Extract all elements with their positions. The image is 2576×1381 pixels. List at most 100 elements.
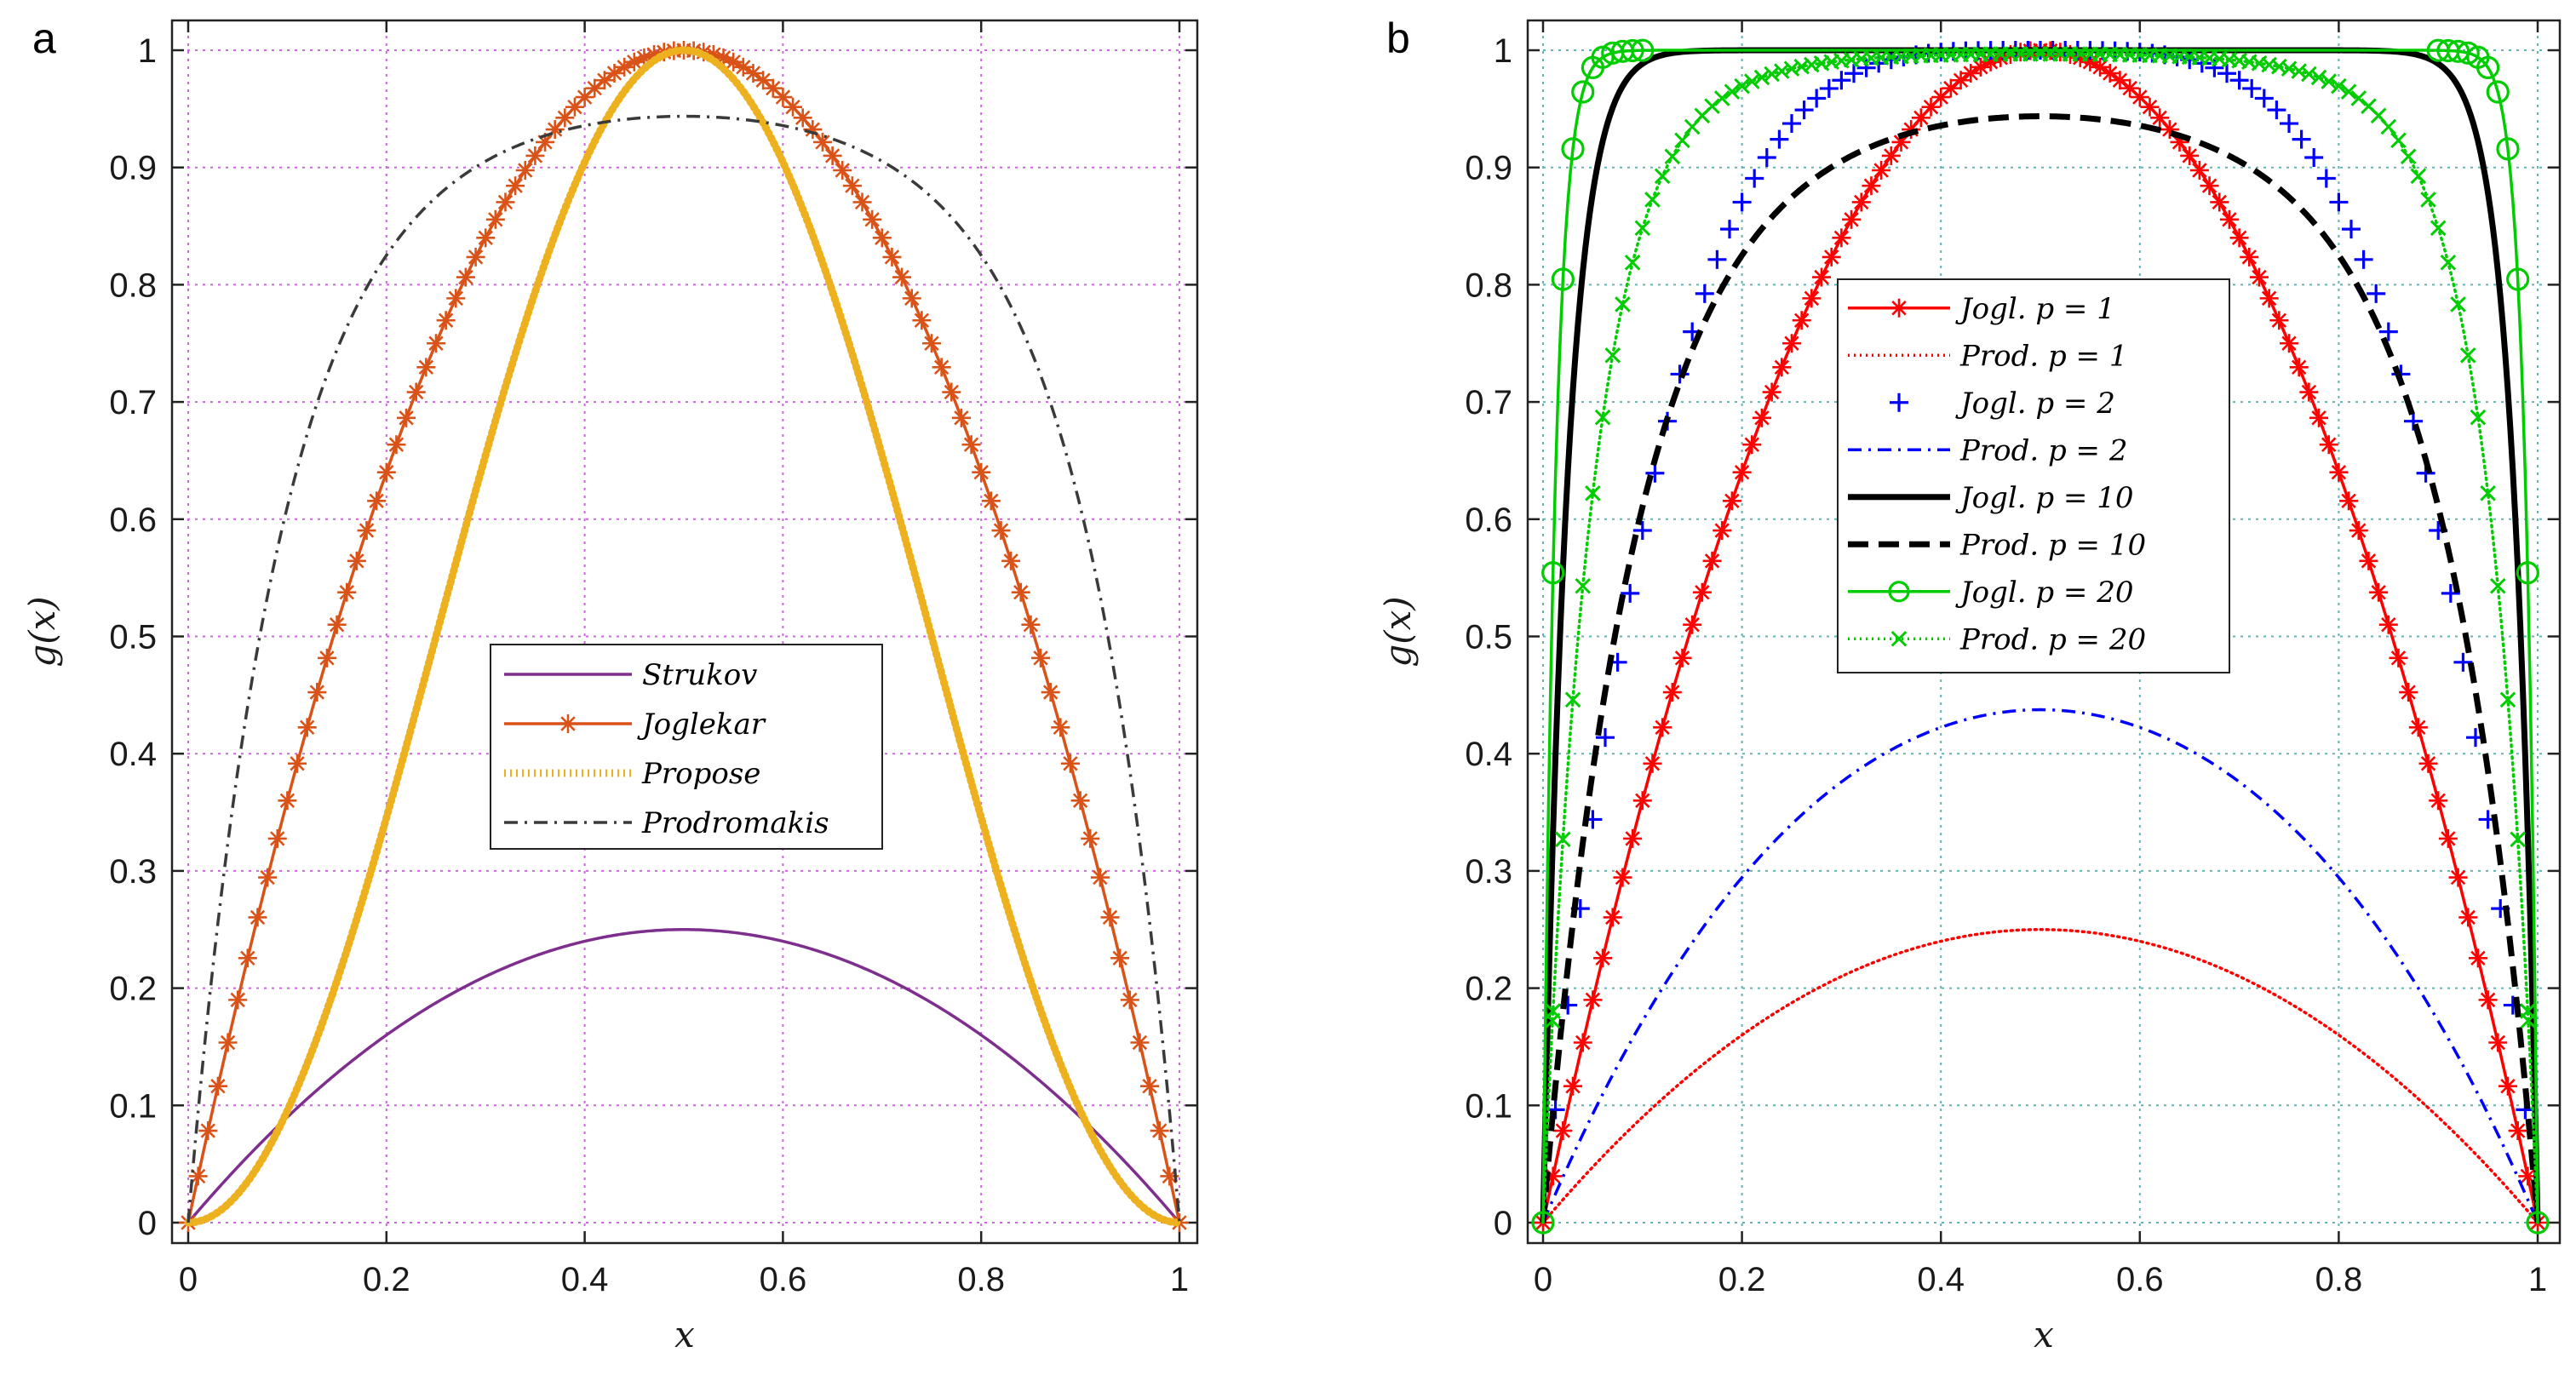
series-jogl-p-1-marker xyxy=(2319,435,2338,455)
series-jogl-p-2-marker xyxy=(1832,71,1851,90)
series-joglekar-marker xyxy=(476,228,496,248)
series-joglekar-marker xyxy=(981,491,1001,511)
series-prod-p-20-marker xyxy=(2480,484,2496,501)
series-jogl-p-1-marker xyxy=(1563,1076,1583,1096)
series-jogl-p-2-marker xyxy=(1720,220,1739,239)
series-joglekar-marker xyxy=(397,408,416,427)
series-prod-p-20-marker xyxy=(1604,347,1621,364)
series-jogl-p-1-marker xyxy=(1623,828,1643,848)
series-prod-p-20-marker xyxy=(2430,220,2447,237)
y-tick-label: 1 xyxy=(138,32,157,70)
series-strukov-line xyxy=(186,928,1181,1224)
legend-entry-jogl-p-2: Jogl. p = 2 xyxy=(1890,387,2115,421)
series-jogl-p-1-marker xyxy=(2458,908,2478,927)
series-prod-p-20-marker xyxy=(2321,73,2338,89)
series-jogl-p-20-marker xyxy=(1531,1211,1555,1235)
y-tick-label: 0.1 xyxy=(109,1087,157,1125)
series-joglekar-marker xyxy=(882,247,902,266)
series-jogl-p-2-marker xyxy=(1782,114,1801,134)
series-jogl-p-1-marker xyxy=(1941,78,1960,98)
series-jogl-p-20-marker xyxy=(2456,41,2480,65)
series-joglekar-marker xyxy=(1060,754,1080,773)
series-joglekar-marker xyxy=(912,311,932,330)
legend-entry-prodromakis: Prodromakis xyxy=(504,806,829,840)
series-jogl-p-20-line xyxy=(1541,49,2539,1223)
series-joglekar-marker xyxy=(406,382,426,402)
series-jogl-p-2-marker xyxy=(2367,284,2386,303)
series-prod-p-20-marker xyxy=(1753,69,1770,86)
series-joglekar-marker xyxy=(288,754,307,773)
series-prod-p-20-marker xyxy=(1555,831,1571,848)
series-jogl-p-2-marker xyxy=(1770,129,1789,149)
x-tick-label: 0.6 xyxy=(2116,1261,2164,1298)
series-jogl-p-1-marker xyxy=(2210,192,2229,212)
series-jogl-p-20-marker xyxy=(1561,137,1585,161)
series-jogl-p-2-marker xyxy=(1596,728,1615,748)
series-jogl-p-2-marker xyxy=(1757,148,1776,168)
series-prod-p-20-marker xyxy=(2291,63,2307,79)
x-tick-label: 0.8 xyxy=(2315,1261,2363,1298)
legend-label: Jogl. p = 20 xyxy=(1955,576,2134,610)
series-jogl-p-2-marker xyxy=(1732,192,1752,212)
x-tick-label: 0.4 xyxy=(561,1261,609,1298)
series-jogl-p-1-marker xyxy=(1862,176,1881,196)
series-joglekar-marker xyxy=(327,615,347,634)
panel-b: 0 0.2 0.4 0.6 0.8 1 0 0.1 0.2 0.3 0.4 0.5 0.6 0.7 0.8 0… xyxy=(1377,14,2562,1355)
x-axis-label: x xyxy=(674,1314,695,1355)
series-joglekar-marker xyxy=(605,63,624,83)
series-joglekar-marker xyxy=(307,683,327,702)
series-joglekar-marker xyxy=(416,358,436,377)
series-jogl-p-2-marker xyxy=(2342,220,2361,239)
legend-entry-jogl-p-1: Jogl. p = 1 xyxy=(1848,292,2115,326)
series-prod-p-20-marker xyxy=(2281,60,2298,77)
series-jogl-p-2-marker xyxy=(2316,169,2336,188)
grid xyxy=(172,20,1197,1243)
series-joglekar-marker xyxy=(754,71,773,90)
series-joglekar-marker xyxy=(872,228,892,248)
series-jogl-p-1-marker xyxy=(2110,71,2130,90)
series-jogl-p-1-marker xyxy=(2468,948,2487,968)
series-joglekar-marker xyxy=(991,521,1011,541)
series-joglekar-marker xyxy=(1051,718,1070,737)
series-prod-p-20-marker xyxy=(1774,63,1790,79)
legend-marker xyxy=(1888,581,1910,603)
series-jogl-p-20-marker xyxy=(2506,267,2530,291)
series-joglekar-marker xyxy=(376,462,396,482)
series-jogl-p-1-marker xyxy=(2180,146,2200,165)
series-jogl-p-1-marker xyxy=(2249,267,2269,287)
series-joglekar-marker xyxy=(565,97,584,117)
series-joglekar-marker xyxy=(515,161,535,181)
series-prod-p-20-marker xyxy=(2470,409,2487,426)
series-jogl-p-1-marker xyxy=(2488,1033,2508,1052)
series-prod-p-20-marker xyxy=(1724,83,1741,100)
y-tick-label: 0.7 xyxy=(109,384,157,421)
series-joglekar-marker xyxy=(615,57,634,77)
series-jogl-p-2-marker xyxy=(2304,148,2324,168)
series-jogl-p-2-marker xyxy=(1707,249,1727,269)
series-joglekar-marker xyxy=(1150,1121,1169,1141)
series-propose-line xyxy=(184,46,1184,1227)
series-jogl-p-2-marker xyxy=(1819,78,1839,98)
legend-p-label: p = 10 xyxy=(2048,528,2146,562)
series-joglekar-marker xyxy=(892,267,912,287)
series-jogl-p-1-marker xyxy=(1692,582,1712,602)
series-joglekar-marker xyxy=(525,146,545,165)
series-joglekar-marker xyxy=(506,176,525,196)
y-tick-label: 0.2 xyxy=(109,971,157,1008)
series-prod-p-20-marker xyxy=(1624,254,1641,271)
series-jogl-p-1-marker xyxy=(2359,551,2378,570)
series-jogl-p-1-marker xyxy=(2309,408,2329,427)
series-joglekar-marker xyxy=(972,462,991,482)
series-jogl-p-1-marker xyxy=(2378,615,2398,634)
series-prodromakis-line xyxy=(186,114,1181,1223)
series-jogl-p-1-marker xyxy=(1632,791,1652,811)
series-jogl-p-2-marker xyxy=(2329,192,2349,212)
series-jogl-p-1-marker xyxy=(1722,491,1741,511)
series-jogl-p-1-marker xyxy=(1643,754,1662,773)
series-joglekar-marker xyxy=(267,828,287,848)
panel-tag-a: a xyxy=(32,14,56,62)
legend-label: Prod. p = 10 xyxy=(1959,528,2146,562)
y-tick-label: 0.8 xyxy=(1465,266,1512,304)
series-jogl-p-1-marker xyxy=(2429,791,2448,811)
series-joglekar-marker xyxy=(1021,615,1041,634)
